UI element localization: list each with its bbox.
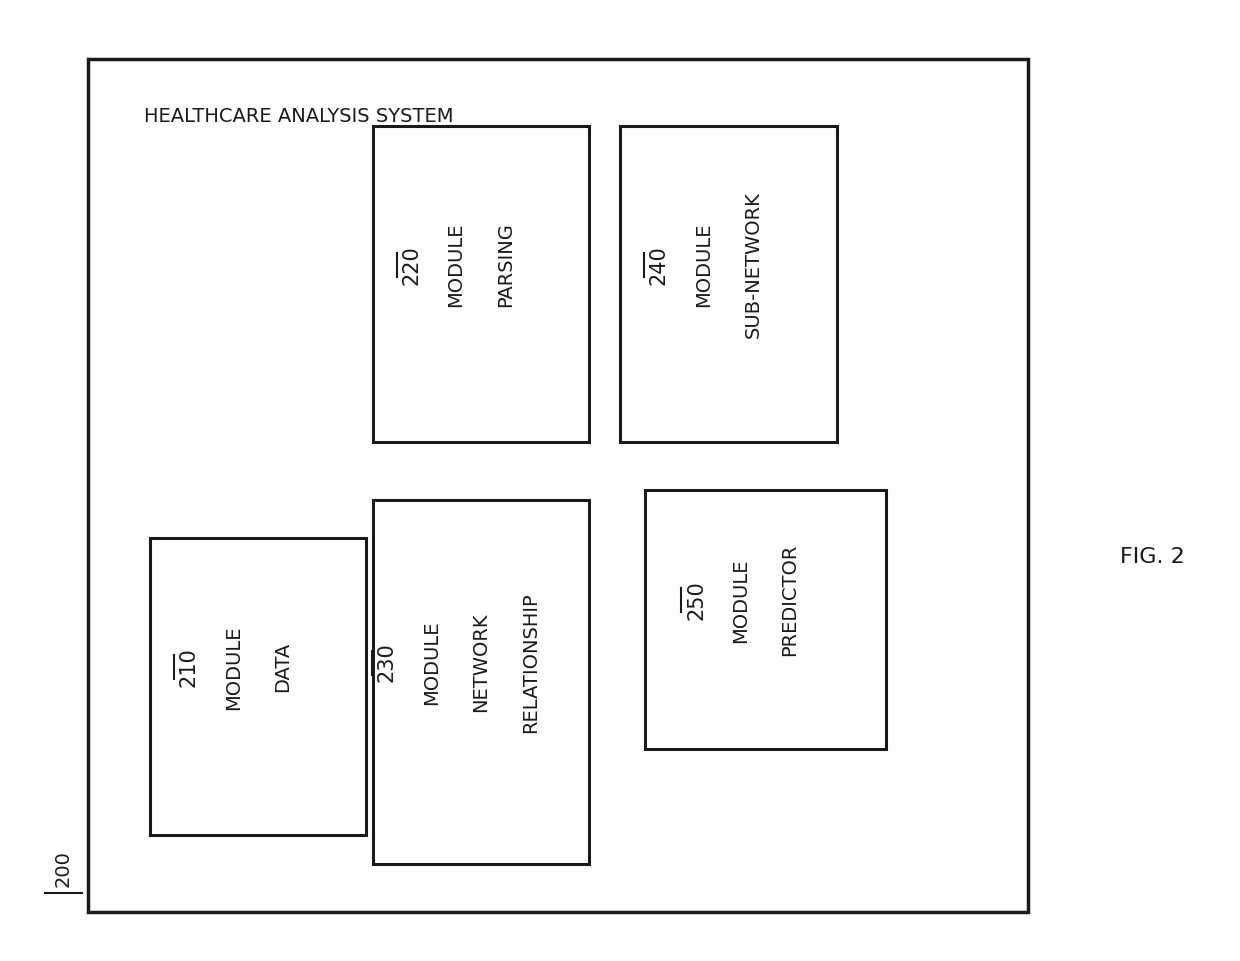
Text: HEALTHCARE ANALYSIS SYSTEM: HEALTHCARE ANALYSIS SYSTEM <box>144 107 453 126</box>
Bar <box>372 126 589 442</box>
Text: 240: 240 <box>649 245 668 284</box>
Bar <box>372 500 589 864</box>
Text: 230: 230 <box>377 643 397 682</box>
Bar <box>645 490 887 749</box>
Text: 200: 200 <box>53 850 73 887</box>
Text: PARSING: PARSING <box>496 222 515 308</box>
Bar <box>150 538 366 835</box>
Text: MODULE: MODULE <box>694 223 713 308</box>
Text: MODULE: MODULE <box>732 558 750 643</box>
Text: 210: 210 <box>179 648 198 687</box>
Text: DATA: DATA <box>273 642 293 693</box>
Bar <box>88 59 1028 912</box>
Text: 220: 220 <box>402 245 422 284</box>
Text: NETWORK: NETWORK <box>471 613 490 712</box>
Text: FIG. 2: FIG. 2 <box>1120 547 1184 567</box>
Text: MODULE: MODULE <box>422 620 441 704</box>
Text: MODULE: MODULE <box>446 223 465 308</box>
Bar <box>620 126 837 442</box>
Text: PREDICTOR: PREDICTOR <box>781 544 800 656</box>
Text: RELATIONSHIP: RELATIONSHIP <box>521 592 539 733</box>
Text: 250: 250 <box>686 580 706 620</box>
Text: SUB-NETWORK: SUB-NETWORK <box>744 191 763 338</box>
Text: MODULE: MODULE <box>224 625 243 709</box>
